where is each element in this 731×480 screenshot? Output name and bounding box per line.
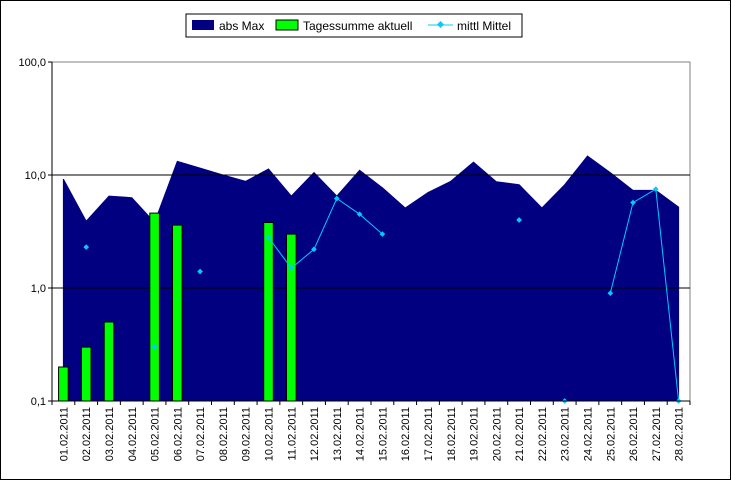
x-tick-label: 22.02.2011: [537, 407, 549, 461]
x-tick-label: 21.02.2011: [514, 407, 526, 461]
x-tick-label: 01.02.2011: [58, 407, 70, 461]
x-tick-label: 16.02.2011: [400, 407, 412, 461]
axes: [48, 61, 691, 405]
point-mittl-mittel: [607, 290, 614, 297]
point-mittl-mittel: [83, 244, 90, 250]
x-tick-label: 08.02.2011: [218, 407, 230, 461]
bar-tagessumme: [286, 233, 297, 402]
point-mittl-mittel: [516, 217, 522, 223]
x-tick-labels: 01.02.2011 02.02.2011 03.02.2011 04.02.2011…: [58, 407, 685, 461]
x-tick-label: 14.02.2011: [355, 407, 367, 461]
y-tick-label: 1,0: [31, 283, 46, 295]
bar-tagessumme: [103, 321, 115, 402]
x-tick-label: 20.02.2011: [491, 407, 503, 461]
x-tick-label: 04.02.2011: [127, 407, 139, 461]
x-tick-label: 27.02.2011: [651, 407, 663, 461]
line-series-layer: [83, 186, 682, 404]
x-tick-label: 12.02.2011: [309, 407, 321, 461]
legend-label-mittl-mittel: mittl Mittel: [457, 19, 511, 33]
point-mittl-mittel: [151, 344, 158, 350]
legend-label-tagessumme: Tagessumme aktuell: [303, 19, 412, 33]
bar-tagessumme: [80, 346, 92, 402]
point-mittl-mittel: [356, 211, 363, 218]
point-mittl-mittel: [311, 246, 317, 253]
x-tick-label: 10.02.2011: [264, 407, 276, 461]
line-mittl-mittel: [609, 188, 680, 402]
legend-label-abs-max: abs Max: [219, 19, 264, 33]
legend-swatch-tagessumme: [275, 19, 299, 31]
point-mittl-mittel: [630, 199, 636, 206]
point-mittl-mittel: [265, 234, 272, 241]
y-tick-label: 100,0: [18, 57, 46, 69]
x-tick-label: 02.02.2011: [81, 407, 93, 461]
y-tick-labels: 0,1 1,0 10,0 100,0: [18, 57, 46, 408]
point-mittl-mittel: [652, 186, 659, 192]
x-tick-label: 09.02.2011: [241, 407, 253, 461]
y-tick-label: 0,1: [31, 396, 46, 408]
x-tick-label: 05.02.2011: [150, 407, 162, 461]
y-tick-label: 10,0: [25, 170, 46, 182]
x-tick-label: 24.02.2011: [583, 407, 595, 461]
legend: abs Max Tagessumme aktuell mittl Mittel: [185, 13, 523, 38]
x-tick-label: 06.02.2011: [172, 407, 184, 461]
point-mittl-mittel: [288, 265, 295, 271]
x-tick-label: 17.02.2011: [423, 407, 435, 461]
legend-box: [185, 13, 523, 38]
x-tick-label: 03.02.2011: [104, 407, 116, 461]
x-tick-label: 23.02.2011: [560, 407, 572, 461]
x-tick-label: 15.02.2011: [377, 407, 389, 461]
bar-tagessumme: [149, 212, 160, 402]
x-tick-label: 11.02.2011: [286, 407, 298, 460]
x-tick-label: 28.02.2011: [674, 407, 686, 461]
bar-tagessumme: [172, 224, 183, 402]
point-mittl-mittel: [197, 268, 203, 275]
legend-marker-mittl-mittel: [436, 20, 445, 29]
x-tick-label: 26.02.2011: [628, 407, 640, 461]
x-tick-label: 18.02.2011: [446, 407, 458, 461]
x-tick-label: 19.02.2011: [469, 407, 481, 461]
x-tick-label: 25.02.2011: [605, 407, 617, 461]
legend-swatch-abs-max: [192, 20, 214, 30]
bar-tagessumme: [58, 366, 69, 402]
bar-tagessumme: [263, 222, 274, 402]
point-mittl-mittel: [333, 195, 340, 202]
line-mittl-mittel: [268, 197, 383, 269]
x-tick-label: 07.02.2011: [195, 407, 207, 461]
point-mittl-mittel: [379, 231, 386, 237]
x-tick-label: 13.02.2011: [332, 407, 344, 461]
